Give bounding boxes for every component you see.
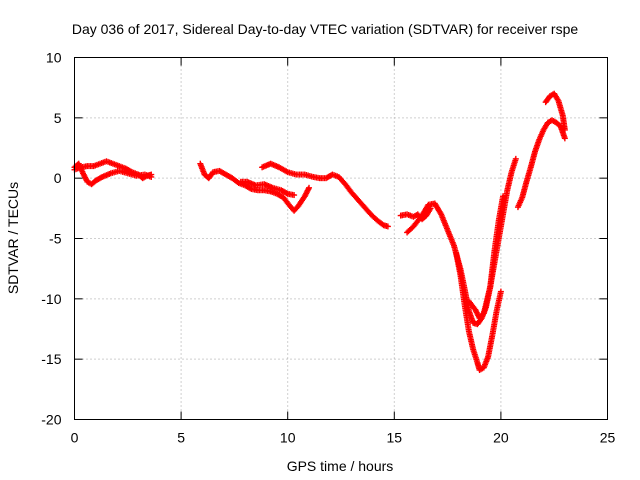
x-axis-title: GPS time / hours (287, 458, 394, 474)
data-point (148, 171, 155, 178)
grid-lines (74, 57, 608, 420)
data-point (384, 223, 391, 230)
x-tick-label: 0 (71, 430, 79, 446)
y-tick-label: -15 (41, 351, 61, 367)
y-tick-label: -20 (41, 412, 61, 428)
data-point (561, 135, 568, 142)
data-point (291, 192, 298, 199)
x-tick-label: 25 (600, 430, 616, 446)
plot-frame (74, 57, 608, 420)
tick-labels: 0 5 10 15 20 25 10 5 0 -5 -10 -15 -20 (41, 50, 615, 446)
chart-title: Day 036 of 2017, Sidereal Day-to-day VTE… (72, 21, 578, 37)
y-tick-label: -10 (41, 291, 61, 307)
data-point (306, 184, 313, 191)
data-marks (71, 90, 568, 374)
x-tick-label: 10 (280, 430, 296, 446)
x-tick-label: 15 (387, 430, 403, 446)
data-point (497, 288, 504, 295)
y-tick-label: -5 (49, 231, 62, 247)
data-point (512, 155, 519, 162)
data-point (561, 126, 568, 133)
y-tick-label: 10 (46, 50, 62, 66)
x-tick-label: 20 (493, 430, 509, 446)
y-axis-title: SDTVAR / TECUs (5, 182, 21, 294)
data-point (283, 190, 290, 197)
data-point (247, 185, 254, 192)
x-tick-label: 5 (177, 430, 185, 446)
data-point (500, 193, 507, 200)
y-tick-label: 0 (54, 170, 62, 186)
axis-ticks (74, 57, 608, 420)
y-tick-label: 5 (54, 110, 62, 126)
